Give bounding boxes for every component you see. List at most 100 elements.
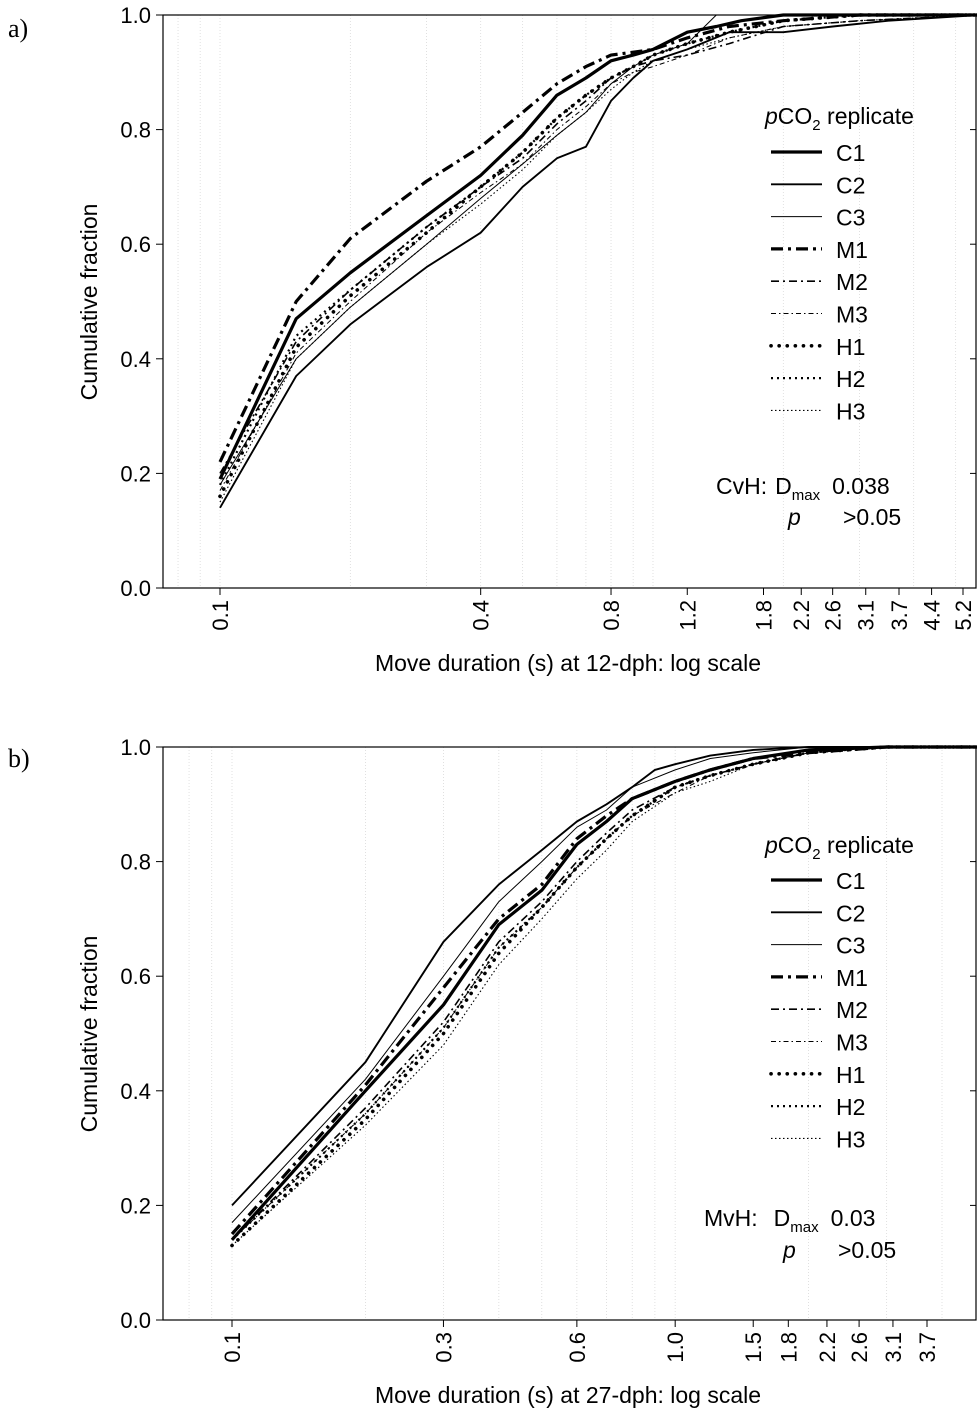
a-x-tick-label: 4.4 [920,600,945,631]
b-series-m2 [231,746,977,1241]
panel-b-stats-p-value: >0.05 [838,1237,896,1263]
b-x-tick-label: 1.0 [663,1332,688,1363]
panel-b-letter: b) [8,744,30,773]
a-x-tick-label: 0.8 [599,600,624,631]
a-legend-label-h2: H2 [836,366,865,392]
panel-a-stats-p-value: >0.05 [843,504,901,530]
b-x-tick-label: 2.2 [815,1332,840,1363]
a-series-m1 [218,13,977,463]
a-legend-label-m2: M2 [836,269,868,295]
a-y-tick-label: 0.6 [120,232,151,257]
panel-a-legend-entries: C1 C2 C3 M1 M2 M3 H1 H2 H3 [769,140,868,424]
a-legend-label-h1: H1 [836,334,865,360]
a-y-tick-label: 0.2 [120,461,151,486]
b-x-tick-label: 2.6 [847,1332,872,1363]
b-series-h2 [231,745,977,1241]
panel-a-legend-title-italic: p [764,103,778,129]
a-x-tick-label: 0.4 [469,600,494,631]
b-legend-label-c2: C2 [836,900,865,926]
a-x-tick-label: 2.2 [789,600,814,631]
panel-b-legend-entries: C1 C2 C3 M1 M2 M3 H1 H2 H3 [769,868,868,1152]
panel-a-x-axis-title: Move duration (s) at 12-dph: log scale [375,650,761,676]
panel-a-y-axis-title: Cumulative fraction [76,204,102,401]
a-x-tick-label: 2.6 [821,600,846,631]
b-y-tick-label: 0.2 [120,1193,151,1218]
panel-b-legend: pCO2 replicate C1 C2 C3 M1 M2 M3 H1 H2 H3 [764,832,914,1152]
panel-b-stats-p-label: p [782,1237,796,1263]
panel-a-legend: pCO2 replicate C1 C2 C3 M1 M2 M3 H1 H2 H3 [764,103,914,424]
a-y-tick-label: 0.8 [120,118,151,143]
a-series-h2 [219,13,977,486]
panel-a-stats-line1: CvH: Dmax 0.038 [716,473,890,504]
b-legend-label-c1: C1 [836,868,865,894]
a-legend-label-c2: C2 [836,172,865,198]
panel-a-x-ticks: 0.1 0.4 0.8 1.2 1.8 2.2 2.6 3.1 3.7 4.4 5.2 [208,588,976,631]
b-legend-label-h3: H3 [836,1126,865,1152]
a-x-tick-label: 3.1 [854,600,879,631]
panel-a-legend-title-main: CO [778,103,813,129]
a-x-tick-label: 5.2 [951,600,976,631]
panel-a-legend-title-rest: replicate [821,103,914,129]
panel-a-stats-p-label: p [787,504,801,530]
panel-b-series [230,745,977,1248]
panel-b-stats-label: MvH: [704,1205,758,1231]
b-y-tick-label: 0.8 [120,850,151,875]
panel-a-stats-d-value: 0.038 [832,473,890,499]
panel-a-plot-frame [162,14,977,589]
b-legend-label-m2: M2 [836,997,868,1023]
panel-a-stats-d-sub: max [792,487,821,504]
a-legend-label-m1: M1 [836,237,868,263]
a-x-tick-label: 1.2 [675,600,700,631]
panel-b-y-axis-title: Cumulative fraction [76,936,102,1133]
b-legend-label-h2: H2 [836,1094,865,1120]
panel-b-legend-title-main: CO [778,832,813,858]
panel-b-y-ticks: 0.0 0.2 0.4 0.6 0.8 1.0 [120,735,976,1333]
panel-a-legend-title-sub: 2 [812,117,820,134]
a-series-m2 [219,14,977,474]
a-y-tick-label: 1.0 [120,3,151,28]
a-series-c2 [219,14,977,509]
b-legend-label-c3: C3 [836,933,865,959]
a-y-tick-label: 0.4 [120,347,151,372]
b-x-tick-label: 3.1 [881,1332,906,1363]
b-y-tick-label: 0.4 [120,1079,151,1104]
b-legend-label-m3: M3 [836,1030,868,1056]
b-y-tick-label: 0.6 [120,964,151,989]
panel-a-series [218,13,977,509]
panel-a-stats: CvH: Dmax 0.038 p >0.05 [716,473,901,530]
panel-b-legend-title-rest: replicate [821,832,914,858]
panel-a-stats-d: D [775,473,792,499]
a-y-tick-label: 0.0 [120,576,151,601]
panel-b-plot-frame [162,746,977,1321]
b-x-tick-label: 1.8 [776,1332,801,1363]
b-series-h1 [230,745,977,1248]
b-y-tick-label: 1.0 [120,735,151,760]
panel-b-stats-d: D [774,1205,791,1231]
b-y-tick-label: 0.0 [120,1308,151,1333]
panel-b-stats-d-sub: max [790,1219,819,1236]
panel-b-legend-title-italic: p [764,832,778,858]
panel-a-grid [177,15,957,588]
panel-b-legend-title: pCO2 replicate [764,832,914,863]
a-x-tick-label: 3.7 [887,600,912,631]
b-series-c1 [230,745,977,1241]
b-x-tick-label: 0.6 [565,1332,590,1363]
panel-b-grid [188,747,943,1320]
panel-b-legend-title-sub: 2 [812,846,820,863]
a-series-h3 [219,14,977,503]
a-series-c1 [218,13,977,480]
b-legend-label-h1: H1 [836,1062,865,1088]
a-legend-label-m3: M3 [836,302,868,328]
panel-a-letter: a) [8,14,28,43]
panel-a: a) 0.0 0.2 0.4 0.6 0.8 1.0 0.1 0.4 0.8 1.2 1.8 2.2… [8,3,977,676]
a-series-m3 [219,14,977,491]
a-legend-label-h3: H3 [836,398,865,424]
panel-a-legend-title: pCO2 replicate [764,103,914,134]
panel-a-stats-label: CvH: [716,473,767,499]
panel-b-stats: MvH: Dmax 0.03 p >0.05 [704,1205,896,1263]
b-x-tick-label: 0.1 [220,1332,245,1363]
a-legend-label-c3: C3 [836,205,865,231]
a-legend-label-c1: C1 [836,140,865,166]
panel-b-stats-line1: MvH: Dmax 0.03 [704,1205,875,1236]
b-legend-label-m1: M1 [836,965,868,991]
